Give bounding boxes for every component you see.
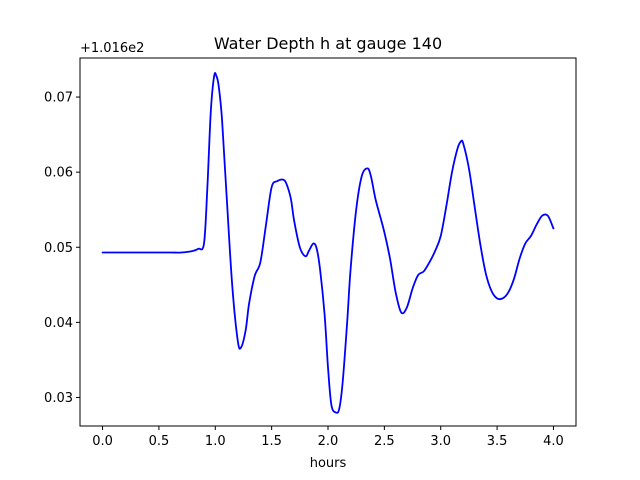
x-tick-label: 2.5 xyxy=(374,434,395,449)
series-line-water-depth xyxy=(101,72,555,414)
x-tick-label: 2.0 xyxy=(318,434,339,449)
x-tick-label: 1.0 xyxy=(205,434,226,449)
y-tick-label: 0.05 xyxy=(44,241,73,256)
x-tick-label: 0.5 xyxy=(149,434,170,449)
y-tick-label: 0.07 xyxy=(44,91,73,106)
x-tick-label: 4.0 xyxy=(543,434,564,449)
chart-title: Water Depth h at gauge 140 xyxy=(214,34,442,53)
x-tick-label: 3.5 xyxy=(487,434,508,449)
y-tick-label: 0.04 xyxy=(44,316,73,331)
x-tick-label: 1.5 xyxy=(261,434,282,449)
x-tick-label: 0.0 xyxy=(92,434,113,449)
x-tick-label: 3.0 xyxy=(430,434,451,449)
plot-frame xyxy=(79,57,577,427)
y-axis-ticks: 0.03 0.04 0.05 0.06 0.07 xyxy=(44,91,80,406)
x-axis-label: hours xyxy=(310,456,347,471)
y-tick-label: 0.06 xyxy=(44,166,73,181)
y-tick-label: 0.03 xyxy=(44,391,73,406)
y-offset-label: +1.016e2 xyxy=(80,41,144,56)
x-axis-ticks: 0.0 0.5 1.0 1.5 2.0 2.5 3.0 3.5 4.0 xyxy=(92,426,564,449)
